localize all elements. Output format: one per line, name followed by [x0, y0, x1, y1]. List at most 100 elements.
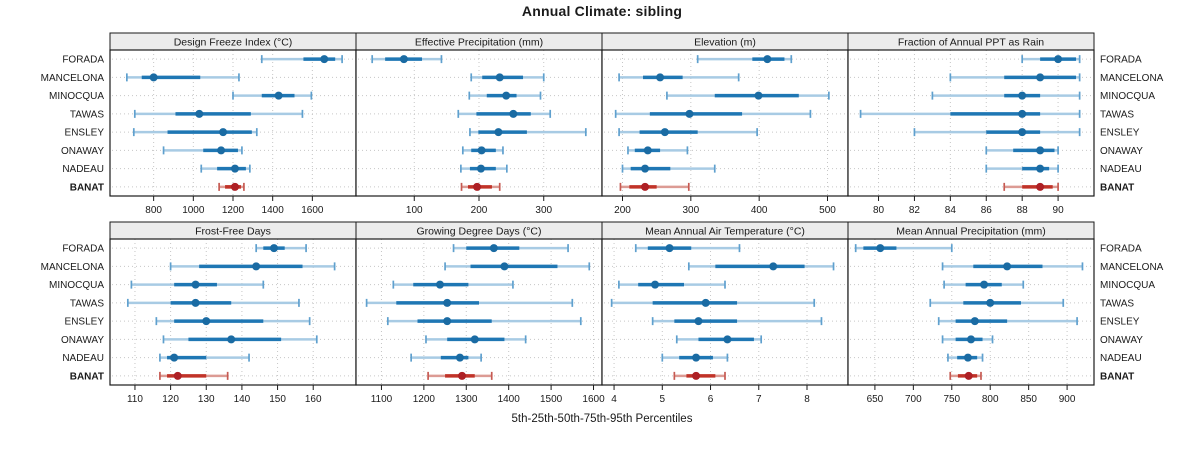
x-tick-label: 4: [611, 394, 617, 405]
x-tick-label: 1600: [301, 205, 324, 216]
site-label-right: FORADA: [1100, 55, 1142, 66]
site-label-left: ONAWAY: [61, 335, 104, 346]
median-dot: [665, 244, 674, 253]
median-dot: [1036, 182, 1045, 191]
x-tick-label: 130: [198, 394, 215, 405]
site-label-left: NADEAU: [62, 164, 104, 175]
x-tick-label: 850: [1020, 394, 1037, 405]
site-label-right: MINOCQUA: [1100, 91, 1155, 102]
x-tick-label: 1400: [498, 394, 521, 405]
panel-border: [847, 238, 1095, 386]
median-dot: [763, 55, 772, 64]
site-label-left: MINOCQUA: [49, 280, 104, 291]
panel-title: Frost-Free Days: [195, 226, 271, 238]
median-dot: [685, 109, 694, 118]
x-tick-label: 1100: [371, 394, 393, 405]
x-tick-label: 1600: [582, 394, 605, 405]
median-dot: [964, 371, 973, 380]
x-tick-label: 900: [1059, 394, 1076, 405]
x-tick-label: 400: [751, 205, 768, 216]
site-label-left: NADEAU: [62, 353, 104, 364]
x-tick-label: 7: [756, 394, 762, 405]
median-dot: [986, 298, 995, 307]
median-dot: [270, 244, 278, 253]
x-tick-label: 88: [1017, 205, 1029, 216]
median-dot: [494, 128, 503, 137]
median-dot: [967, 335, 975, 344]
median-dot: [641, 164, 650, 173]
panel-bg: [602, 239, 848, 385]
site-label-left: TAWAS: [70, 298, 104, 309]
median-dot: [230, 182, 239, 191]
median-dot: [1003, 262, 1012, 271]
median-dot: [980, 280, 989, 289]
site-label-left: MANCELONA: [41, 262, 105, 273]
x-tick-label: 150: [269, 394, 286, 405]
site-label-right: BANAT: [1100, 371, 1134, 382]
median-dot: [191, 298, 200, 307]
median-dot: [217, 146, 226, 155]
panel-title: Elevation (m): [694, 37, 756, 49]
median-dot: [651, 280, 660, 289]
median-dot: [723, 335, 732, 344]
median-dot: [227, 335, 236, 344]
panel-bg: [602, 50, 848, 196]
median-dot: [320, 55, 329, 64]
site-label-right: FORADA: [1100, 244, 1142, 255]
site-label-right: ONAWAY: [1100, 146, 1143, 157]
median-dot: [489, 244, 498, 253]
median-dot: [202, 317, 211, 326]
x-tick-label: 300: [682, 205, 699, 216]
panel-bg: [356, 239, 602, 385]
median-dot: [1036, 164, 1045, 173]
site-label-right: NADEAU: [1100, 353, 1142, 364]
x-tick-label: 700: [905, 394, 922, 405]
x-tick-label: 800: [145, 205, 162, 216]
median-dot: [495, 73, 504, 82]
median-dot: [1018, 128, 1027, 137]
median-dot: [656, 73, 665, 82]
x-tick-label: 140: [234, 394, 251, 405]
site-label-left: MINOCQUA: [49, 91, 104, 102]
panel-title: Fraction of Annual PPT as Rain: [898, 37, 1044, 49]
x-tick-label: 84: [945, 205, 957, 216]
x-tick-label: 110: [127, 394, 143, 405]
site-label-left: ENSLEY: [65, 317, 105, 328]
median-dot: [149, 73, 158, 82]
median-dot: [195, 109, 204, 118]
median-dot: [455, 353, 464, 362]
x-tick-label: 86: [981, 205, 993, 216]
x-tick-label: 160: [305, 394, 322, 405]
site-label-right: MANCELONA: [1100, 262, 1164, 273]
site-label-right: BANAT: [1100, 182, 1134, 193]
median-dot: [443, 298, 452, 307]
panel-bg: [848, 239, 1094, 385]
x-tick-label: 300: [535, 205, 552, 216]
x-tick-label: 650: [867, 394, 884, 405]
median-dot: [876, 244, 885, 253]
median-dot: [1018, 109, 1027, 118]
median-dot: [1036, 73, 1045, 82]
x-tick-label: 120: [162, 394, 179, 405]
median-dot: [252, 262, 261, 271]
figure-title: Annual Climate: sibling: [521, 3, 683, 19]
panel-title: Effective Precipitation (mm): [415, 37, 543, 49]
median-dot: [1054, 55, 1063, 64]
median-dot: [754, 91, 763, 100]
median-dot: [476, 164, 485, 173]
median-dot: [399, 55, 408, 64]
site-label-left: FORADA: [62, 244, 104, 255]
median-dot: [219, 128, 228, 137]
panel-title: Design Freeze Index (°C): [174, 37, 293, 49]
site-label-left: ENSLEY: [65, 128, 105, 139]
median-dot: [173, 371, 182, 380]
x-tick-label: 6: [708, 394, 714, 405]
median-dot: [274, 91, 283, 100]
median-dot: [963, 353, 972, 362]
x-tick-label: 90: [1053, 205, 1065, 216]
median-dot: [435, 280, 444, 289]
median-dot: [473, 182, 482, 191]
site-label-right: ONAWAY: [1100, 335, 1143, 346]
median-dot: [1036, 146, 1045, 155]
x-tick-label: 5: [660, 394, 666, 405]
